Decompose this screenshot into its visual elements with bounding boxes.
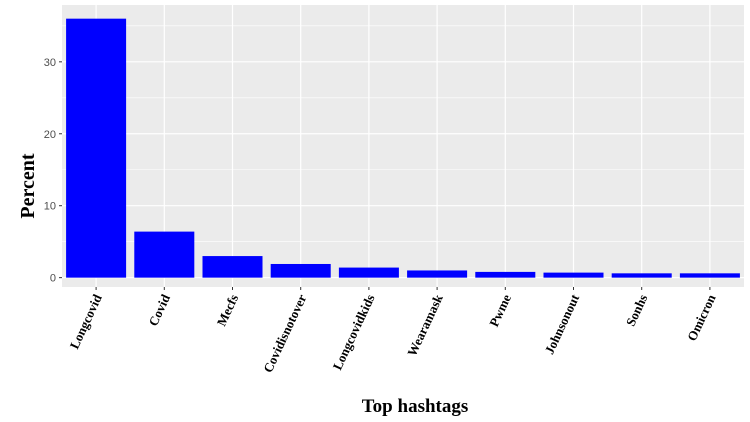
bar-mecfs	[202, 256, 263, 278]
x-tick-label: Longcovidkids	[330, 292, 378, 372]
x-tick-label: Covidisnotover	[260, 292, 309, 375]
bar-covidisnotover	[270, 263, 331, 278]
bar-omicron	[679, 273, 740, 278]
x-axis-ticks: Longcovid Covid Mecfs Covidisnotover Longcov…	[66, 287, 719, 375]
bars	[66, 18, 740, 278]
y-axis-ticks: 0 10 20 30	[44, 57, 62, 285]
x-tick-label: Pwme	[486, 292, 514, 329]
y-tick-label: 10	[44, 201, 56, 213]
y-axis-title: Percent	[17, 153, 39, 218]
y-tick-label: 30	[44, 57, 56, 69]
x-tick-label: Longcovid	[66, 291, 105, 351]
x-tick-label: Sonhs	[623, 292, 651, 328]
bar-longcovidkids	[338, 267, 399, 278]
y-tick-label: 20	[44, 129, 56, 141]
bar-johnsonout	[543, 272, 604, 278]
x-tick-label: Omicron	[684, 291, 719, 343]
bar-covid	[134, 231, 195, 278]
x-tick-label: Covid	[145, 291, 173, 328]
x-axis-title: Top hashtags	[362, 396, 469, 417]
bar-sonhs	[611, 273, 672, 278]
x-tick-label: Mecfs	[214, 292, 242, 328]
y-tick-label: 0	[50, 273, 56, 285]
bar-longcovid	[66, 18, 127, 278]
x-tick-label: Johnsonout	[541, 291, 582, 356]
bar-pwme	[475, 271, 536, 278]
x-tick-label: Wearamask	[404, 291, 446, 358]
bar-wearamask	[407, 270, 468, 278]
